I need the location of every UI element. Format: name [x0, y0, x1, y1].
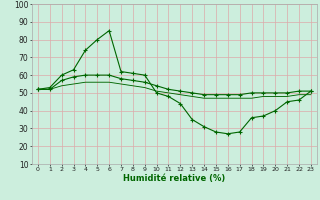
X-axis label: Humidité relative (%): Humidité relative (%) [123, 174, 226, 183]
